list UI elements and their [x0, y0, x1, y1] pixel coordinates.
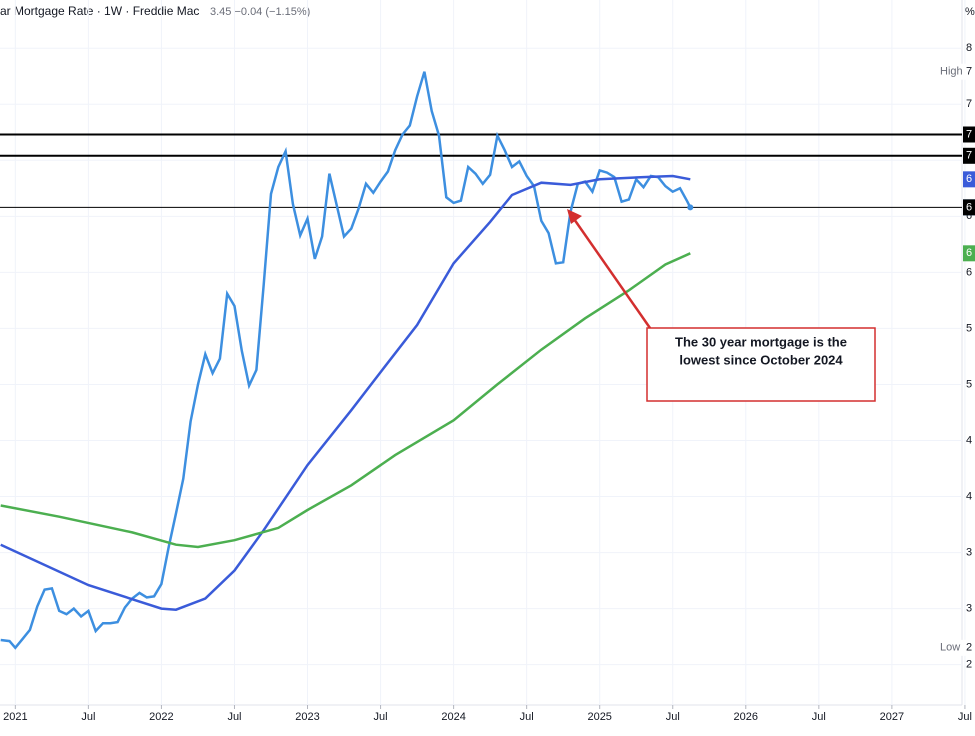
extreme-label: 2 [966, 642, 972, 654]
price-label: 6 [966, 201, 972, 213]
y-tick-label: 6 [966, 210, 972, 222]
y-tick-label: 6 [966, 266, 972, 278]
x-tick-label: 2022 [149, 711, 173, 723]
annotation-text: lowest since October 2024 [679, 352, 843, 367]
price-label: 7 [966, 128, 972, 140]
price-box [963, 147, 975, 164]
x-tick-label: 2024 [441, 711, 465, 723]
series-line [0, 252, 691, 549]
x-tick-label: Jul [520, 711, 534, 723]
price-label: 6 [966, 247, 972, 259]
extreme-label: 7 [966, 66, 972, 78]
arrow-head [567, 209, 582, 224]
extreme-box [936, 639, 975, 656]
x-tick-label: 2025 [587, 711, 611, 723]
extreme-name: Low [940, 642, 960, 654]
annotation-arrow [572, 218, 652, 329]
x-tick-label: Jul [81, 711, 95, 723]
y-tick-label: 3 [966, 603, 972, 615]
price-label: 6 [966, 173, 972, 185]
extreme-name: High [940, 66, 963, 78]
x-tick-label: Jul [374, 711, 388, 723]
price-box [963, 245, 975, 262]
x-tick-label: 2023 [295, 711, 319, 723]
price-box [963, 199, 975, 216]
y-tick-label: 8 [966, 42, 972, 54]
y-tick-label: 3 [966, 546, 972, 558]
y-tick-label: 5 [966, 322, 972, 334]
extreme-box [936, 63, 975, 80]
chart-title: ar Mortgage Rate · 1W · Freddie Mac [0, 4, 199, 18]
x-tick-label: Jul [227, 711, 241, 723]
x-tick-label: Jul [812, 711, 826, 723]
annotation-text: The 30 year mortgage is the [675, 334, 847, 349]
annotation-box [646, 327, 876, 402]
x-tick-label: 2027 [880, 711, 904, 723]
price-label: 7 [966, 150, 972, 162]
series-line [0, 71, 692, 650]
price-box [963, 126, 975, 143]
price-box [963, 171, 975, 188]
last-point [687, 204, 694, 211]
y-unit: % [965, 6, 975, 18]
x-tick-label: 2026 [734, 711, 758, 723]
y-tick-label: 7 [966, 98, 972, 110]
y-tick-label: 2 [966, 659, 972, 671]
y-tick-label: 4 [966, 490, 972, 502]
series-line [0, 174, 691, 611]
x-tick-label: Jul [666, 711, 680, 723]
y-tick-label: 4 [966, 434, 972, 446]
x-tick-label: 2021 [3, 711, 27, 723]
x-tick-label: Jul [958, 711, 972, 723]
chart-subtitle: 3.45 −0.04 (−1.15%) [210, 6, 310, 18]
y-tick-label: 5 [966, 378, 972, 390]
